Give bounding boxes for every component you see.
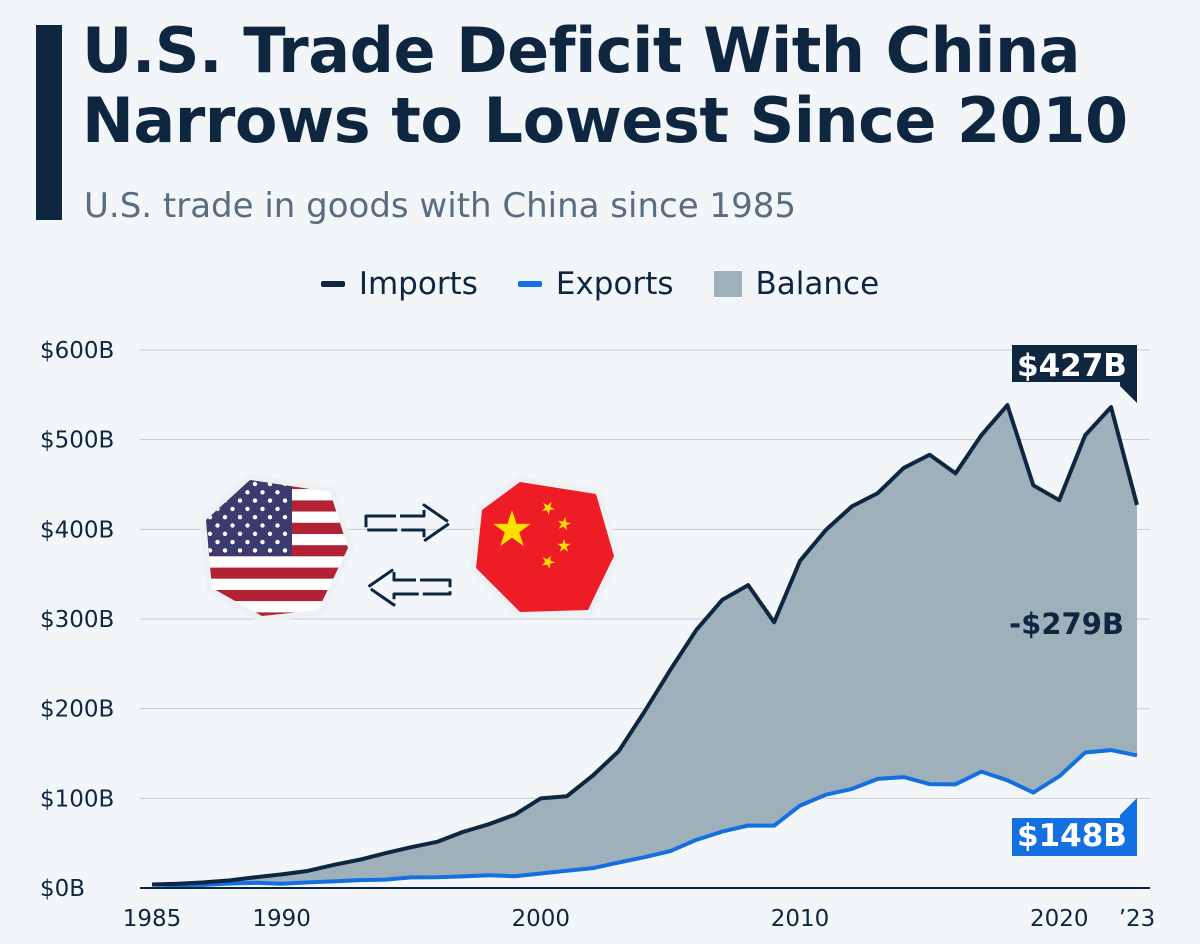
x-tick-label: 2010 (771, 906, 830, 932)
subtitle: U.S. trade in goods with China since 198… (84, 186, 796, 226)
flag-star (222, 531, 228, 536)
flag-stripe (206, 556, 348, 568)
flag-star (245, 490, 250, 495)
imports-swatch (320, 281, 345, 287)
flag-star (260, 539, 265, 545)
flag-star (230, 523, 235, 528)
flag-star (252, 548, 258, 553)
flag-stripe (206, 590, 348, 602)
flag-star (230, 539, 235, 545)
flag-star (267, 498, 273, 503)
flag-star (252, 498, 258, 503)
x-tick-label: 2000 (512, 906, 571, 932)
y-tick-label: $500B (40, 428, 114, 454)
legend-label: Imports (358, 266, 478, 302)
flag-star (215, 539, 220, 545)
flag-star (260, 523, 265, 528)
legend-balance: Balance (713, 266, 880, 302)
flag-canton (206, 480, 292, 556)
flag-star (237, 515, 243, 520)
imports-callout-box (1012, 345, 1137, 403)
legend-exports: Exports (517, 266, 674, 302)
flag-star (557, 539, 571, 552)
y-tick-label: $600B (40, 338, 114, 364)
flag-star (282, 548, 288, 553)
flag-star (282, 498, 288, 503)
flag-star (260, 506, 265, 512)
balance-area (152, 405, 1137, 886)
title-line-2: Narrows to Lowest Since 2010 (82, 84, 1128, 157)
y-tick-label: $400B (40, 517, 114, 543)
flag-star (275, 490, 280, 495)
flag-stripe (206, 612, 348, 616)
title-line-1: U.S. Trade Deficit With China (82, 14, 1080, 87)
y-tick-label: $0B (40, 876, 85, 902)
flag-star (207, 481, 213, 487)
balance-swatch (713, 271, 742, 297)
flag-stripe (206, 601, 348, 613)
flag-star (252, 515, 258, 520)
flag-star (237, 531, 243, 536)
flag-star (252, 481, 258, 487)
flag-star (542, 555, 555, 569)
flag-star (282, 515, 288, 520)
flag-star (267, 548, 273, 553)
title-accent-bar (36, 25, 62, 220)
flag-star (275, 539, 280, 545)
flag-star (207, 531, 213, 536)
flag-star (282, 531, 288, 536)
flag-star (222, 515, 228, 520)
flag-star (260, 490, 265, 495)
flag-star (493, 510, 531, 547)
flag-star (557, 517, 571, 531)
legend-label: Balance (755, 266, 880, 302)
exports-swatch (517, 281, 542, 287)
flag-star (222, 481, 228, 487)
x-tick-label: 1990 (252, 906, 311, 932)
y-tick-label: $100B (40, 786, 114, 812)
x-tick-label: 2020 (1030, 906, 1089, 932)
flag-star (230, 506, 235, 512)
exports-line (151, 748, 1138, 888)
flag-stripe (206, 567, 348, 579)
flag-star (207, 548, 213, 553)
flag-stripe (206, 578, 348, 590)
flag-star (207, 498, 213, 503)
legend-imports: Imports (320, 266, 478, 302)
flag-star (215, 523, 220, 528)
flag-star (245, 523, 250, 528)
flag-star (275, 523, 280, 528)
flag-star (237, 548, 243, 553)
imports-line (151, 403, 1139, 887)
flag-star (222, 548, 228, 553)
x-tick-label: 1985 (123, 906, 182, 932)
exports-callout-box (1012, 798, 1137, 856)
flag-star (237, 498, 243, 503)
imports-callout-label: $427B (1017, 348, 1127, 384)
us-flag-icon (200, 474, 354, 622)
y-tick-label: $200B (40, 697, 114, 723)
exchange-arrows-icon (364, 503, 452, 607)
page-title: U.S. Trade Deficit With China Narrows to … (82, 16, 1128, 156)
flag-star (267, 515, 273, 520)
flag-star (275, 506, 280, 512)
legend: Imports Exports Balance (0, 266, 1200, 302)
flag-star (245, 506, 250, 512)
flag-star (267, 531, 273, 536)
flag-star (215, 490, 220, 495)
y-tick-label: $300B (40, 607, 114, 633)
legend-label: Exports (555, 266, 674, 302)
china-flag-icon (470, 476, 620, 618)
flag-star (252, 531, 258, 536)
exports-callout-label: $148B (1017, 818, 1127, 854)
flag-star (541, 501, 555, 515)
balance-label: -$279B (1009, 607, 1124, 641)
flag-star (245, 539, 250, 545)
x-tick-label: ’23 (1119, 906, 1156, 932)
